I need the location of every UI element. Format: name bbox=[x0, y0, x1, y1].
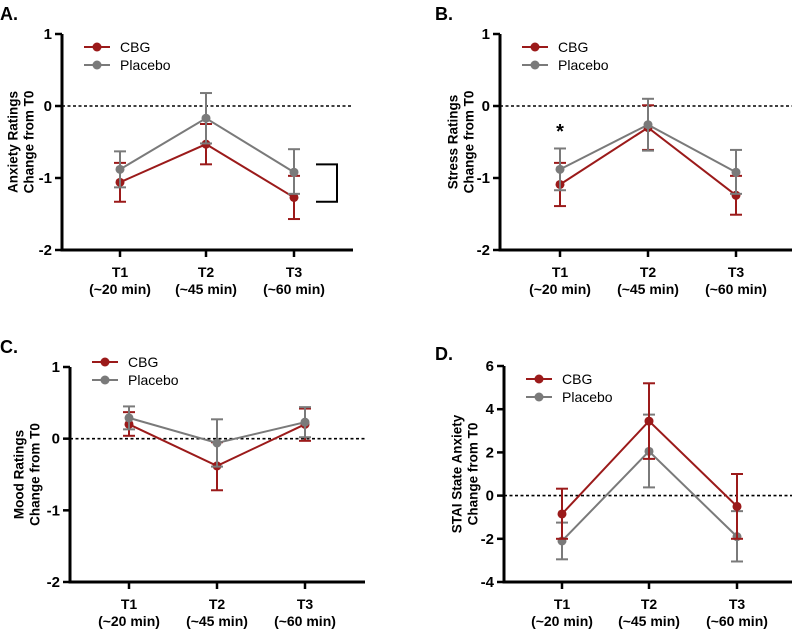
data-point bbox=[124, 413, 134, 423]
data-point bbox=[732, 501, 742, 511]
y-tick-label: -1 bbox=[477, 170, 490, 187]
x-tick-sublabel: (~45 min) bbox=[186, 613, 248, 629]
series-placebo bbox=[554, 97, 742, 195]
panel-a: A.Anxiety Ratings Change from T010-2-1T1(… bbox=[0, 4, 353, 297]
legend-label: Placebo bbox=[120, 57, 171, 73]
x-tick-sublabel: (~60 min) bbox=[274, 613, 336, 629]
y-tick-label: 1 bbox=[52, 359, 60, 376]
x-tick-label: T3 bbox=[297, 596, 314, 612]
legend-marker bbox=[92, 60, 102, 70]
data-point bbox=[731, 167, 741, 177]
data-point bbox=[644, 416, 654, 426]
x-tick-sublabel: (~60 min) bbox=[706, 613, 768, 629]
y-tick-label: -4 bbox=[481, 574, 495, 591]
data-point bbox=[115, 164, 125, 174]
y-tick-label: -2 bbox=[39, 242, 52, 259]
y-axis-label: Anxiety Ratings bbox=[6, 91, 21, 193]
y-tick-label: 4 bbox=[486, 401, 495, 418]
x-tick-label: T3 bbox=[729, 596, 746, 612]
legend-label: CBG bbox=[562, 371, 592, 387]
x-tick-sublabel: (~60 min) bbox=[263, 281, 325, 297]
panel-label: C. bbox=[0, 337, 18, 357]
panel-b: B.Stress Ratings Change from T010-1-2T1(~… bbox=[435, 4, 792, 297]
legend-label: CBG bbox=[128, 354, 158, 370]
data-point bbox=[555, 164, 565, 174]
x-tick-label: T1 bbox=[112, 264, 129, 280]
x-tick-label: T3 bbox=[286, 264, 303, 280]
legend-label: CBG bbox=[558, 39, 588, 55]
legend-marker bbox=[100, 375, 110, 385]
y-tick-label: -2 bbox=[477, 242, 490, 259]
significance-asterisk: * bbox=[556, 121, 564, 143]
data-point bbox=[300, 417, 310, 427]
y-tick-label: -1 bbox=[47, 502, 60, 519]
series-placebo bbox=[114, 92, 300, 195]
x-tick-label: T2 bbox=[641, 596, 658, 612]
legend-label: Placebo bbox=[128, 372, 179, 388]
x-tick-label: T2 bbox=[640, 264, 657, 280]
panel-label: A. bbox=[0, 4, 18, 24]
x-tick-sublabel: (~20 min) bbox=[531, 613, 593, 629]
data-point bbox=[212, 438, 222, 448]
y-axis-label: Mood Ratings bbox=[12, 430, 27, 519]
series-placebo bbox=[123, 405, 311, 468]
y-tick-label: 1 bbox=[44, 26, 52, 43]
x-tick-sublabel: (~20 min) bbox=[529, 281, 591, 297]
y-tick-label: -2 bbox=[47, 574, 60, 591]
x-tick-sublabel: (~45 min) bbox=[617, 281, 679, 297]
data-point bbox=[201, 113, 211, 123]
y-tick-label: 2 bbox=[486, 444, 494, 461]
legend-marker bbox=[534, 392, 544, 402]
data-point bbox=[557, 509, 567, 519]
y-axis-label: STAI State Anxiety bbox=[450, 414, 465, 533]
data-point bbox=[289, 167, 299, 177]
legend-marker bbox=[530, 42, 540, 52]
legend-marker bbox=[530, 60, 540, 70]
y-axis-label: Change from T0 bbox=[28, 423, 43, 526]
x-tick-label: T2 bbox=[209, 596, 226, 612]
y-tick-label: -2 bbox=[481, 531, 494, 548]
x-tick-sublabel: (~45 min) bbox=[175, 281, 237, 297]
x-tick-sublabel: (~20 min) bbox=[98, 613, 160, 629]
y-tick-label: 1 bbox=[482, 26, 490, 43]
legend-marker bbox=[534, 374, 544, 384]
y-tick-label: 0 bbox=[52, 431, 60, 448]
data-point bbox=[643, 120, 653, 130]
y-axis-label: Change from T0 bbox=[466, 423, 481, 526]
y-tick-label: 6 bbox=[486, 358, 494, 375]
x-tick-sublabel: (~45 min) bbox=[618, 613, 680, 629]
panel-c: C. Mood Ratings Change from T0 1 0 -1 -2 T1(~20… bbox=[0, 337, 365, 629]
legend-marker bbox=[92, 42, 102, 52]
y-tick-label: 0 bbox=[44, 98, 52, 115]
x-tick-label: T2 bbox=[198, 264, 215, 280]
x-tick-label: T1 bbox=[552, 264, 569, 280]
legend-label: Placebo bbox=[562, 389, 613, 405]
y-axis-label: Change from T0 bbox=[462, 91, 477, 194]
y-tick-label: 0 bbox=[486, 488, 494, 505]
x-tick-label: T1 bbox=[121, 596, 138, 612]
x-tick-label: T1 bbox=[554, 596, 571, 612]
y-tick-label: 0 bbox=[482, 98, 490, 115]
x-tick-label: T3 bbox=[728, 264, 745, 280]
legend-marker bbox=[100, 357, 110, 367]
legend-label: Placebo bbox=[558, 57, 609, 73]
panel-d: D. STAI State Anxiety Change from T0 6 4 2 0 -2… bbox=[435, 344, 792, 629]
data-point bbox=[289, 192, 299, 202]
panel-label: B. bbox=[435, 4, 453, 24]
significance-bracket bbox=[316, 163, 338, 203]
y-axis-label: Stress Ratings bbox=[446, 95, 461, 190]
y-axis-label: Change from T0 bbox=[22, 91, 37, 194]
y-tick-label: -1 bbox=[39, 170, 52, 187]
panel-label: D. bbox=[435, 344, 453, 364]
x-tick-sublabel: (~60 min) bbox=[705, 281, 767, 297]
legend-label: CBG bbox=[120, 39, 150, 55]
x-tick-sublabel: (~20 min) bbox=[89, 281, 151, 297]
series-cbg bbox=[556, 382, 743, 540]
